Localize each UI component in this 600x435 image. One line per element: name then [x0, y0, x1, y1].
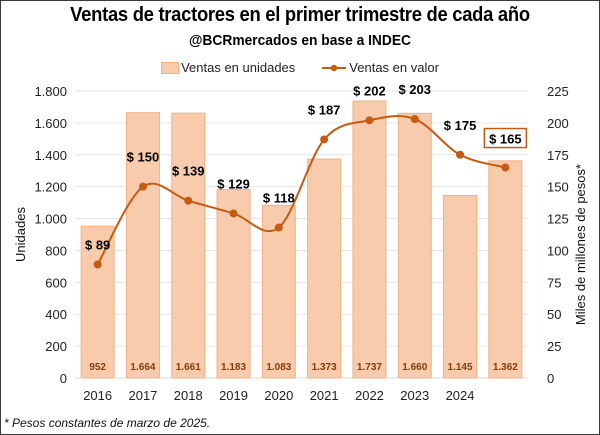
bar-value-label: 1.660 [402, 362, 427, 373]
bar-value-label: 1.183 [221, 362, 246, 373]
y2-tick-label: 0 [547, 371, 554, 386]
chart-subtitle: @BCRmercados en base a INDEC [188, 32, 412, 49]
value-label: $ 165 [489, 132, 522, 147]
value-point [229, 209, 238, 218]
value-label: $ 203 [398, 82, 431, 97]
value-point [320, 135, 329, 144]
y-tick-label: 1.400 [34, 148, 67, 163]
value-point [93, 260, 102, 269]
y-tick-label: 400 [45, 307, 67, 322]
value-point [456, 150, 465, 159]
legend-bar-swatch [161, 61, 180, 74]
value-label: $ 139 [172, 164, 205, 179]
bar [307, 158, 342, 379]
value-point [138, 182, 147, 191]
x-tick-label: 2018 [174, 388, 203, 403]
bar-value-label: 1.362 [493, 362, 518, 373]
y2-tick-label: 225 [547, 84, 569, 99]
value-point [274, 223, 283, 232]
bar [125, 112, 160, 379]
y-tick-label: 1.600 [34, 116, 67, 131]
y2-tick-label: 125 [547, 212, 569, 227]
x-tick-label: 2017 [128, 388, 157, 403]
legend-label-units: Ventas en unidades [181, 60, 296, 75]
bar-value-label: 1.664 [130, 362, 155, 373]
bar-value-label: 1.737 [357, 362, 382, 373]
value-label: $ 89 [85, 237, 110, 252]
bar [216, 188, 251, 379]
x-tick-label: 2019 [219, 388, 248, 403]
bar [352, 100, 387, 379]
y2-tick-label: 75 [547, 275, 561, 290]
bar-value-label: 1.373 [312, 362, 337, 373]
y-axis-title: Unidades [13, 207, 28, 262]
x-tick-label: 2020 [264, 388, 293, 403]
bar [443, 194, 478, 379]
legend-item-units[interactable]: Ventas en unidades [161, 60, 295, 75]
y-tick-label: 800 [45, 243, 67, 258]
y-tick-label: 1.800 [34, 84, 67, 99]
y-tick-label: 1.200 [34, 180, 67, 195]
x-tick-label: 2022 [355, 388, 384, 403]
value-point [410, 115, 419, 124]
y-tick-label: 200 [45, 339, 67, 354]
value-label: $ 150 [127, 150, 160, 165]
highlight-label-box [483, 127, 528, 149]
value-label: $ 118 [263, 190, 295, 205]
legend-label-value: Ventas en valor [349, 60, 439, 75]
y2-tick-label: 50 [547, 307, 561, 322]
value-label: $ 129 [217, 176, 250, 191]
y2-tick-label: 150 [547, 180, 569, 195]
y-tick-label: 1.000 [34, 212, 67, 227]
x-tick-label: 2021 [310, 388, 339, 403]
bar [80, 225, 115, 379]
legend: Ventas en unidades Ventas en valor [0, 60, 600, 75]
y2-tick-label: 100 [547, 243, 569, 258]
legend-line-swatch [322, 64, 347, 71]
x-tick-label: 2024 [446, 388, 475, 403]
bar-value-label: 1.145 [448, 362, 473, 373]
y2-tick-label: 25 [547, 339, 561, 354]
y2-axis-title: Miles de millones de pesos* [573, 164, 588, 325]
x-tick-label: 2023 [400, 388, 429, 403]
footnote: * Pesos constantes de marzo de 2025. [4, 416, 211, 430]
bar [261, 204, 296, 379]
value-label: $ 187 [308, 102, 341, 117]
bar [397, 112, 432, 379]
legend-item-value[interactable]: Ventas en valor [321, 60, 439, 75]
value-line [96, 115, 506, 265]
chart-title: Ventas de tractores en el primer trimest… [70, 4, 530, 26]
x-tick-label: 2016 [83, 388, 112, 403]
value-point [501, 163, 510, 172]
value-point [184, 196, 193, 205]
y2-tick-label: 200 [547, 116, 569, 131]
bar [171, 112, 206, 379]
y-tick-label: 0 [60, 371, 67, 386]
y-tick-label: 600 [45, 275, 67, 290]
y2-tick-label: 175 [547, 148, 569, 163]
bar-value-label: 952 [89, 362, 106, 373]
bar-value-label: 1.661 [176, 362, 201, 373]
value-label: $ 175 [444, 118, 477, 133]
bar-value-label: 1.083 [266, 362, 291, 373]
value-label: $ 202 [353, 83, 386, 98]
bar [488, 160, 523, 379]
value-point [365, 116, 374, 125]
